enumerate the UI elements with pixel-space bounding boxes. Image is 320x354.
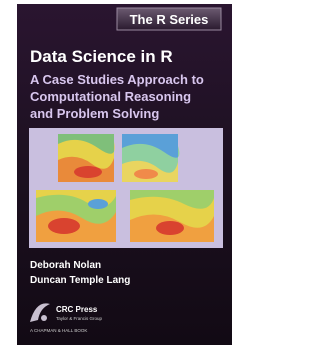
subtitle-line: A Case Studies Approach to	[30, 72, 204, 87]
page: {"series": "The R Series", "title": "Dat…	[0, 0, 246, 354]
author: Duncan Temple Lang	[30, 275, 130, 286]
subtitle-line: and Problem Solving	[30, 106, 159, 121]
publisher-group: Taylor & Francis Group	[56, 316, 103, 321]
subtitle-line: Computational Reasoning	[30, 89, 191, 104]
series-label: The R Series	[130, 12, 209, 27]
author: Deborah Nolan	[30, 260, 101, 271]
title: Data Science in R	[30, 47, 173, 66]
plot-figure	[29, 128, 223, 248]
publisher-name: CRC Press	[56, 305, 98, 314]
publisher-imprint: A CHAPMAN & HALL BOOK	[30, 328, 87, 333]
book-cover: The R Series Data Science in R A Case St…	[0, 0, 246, 354]
